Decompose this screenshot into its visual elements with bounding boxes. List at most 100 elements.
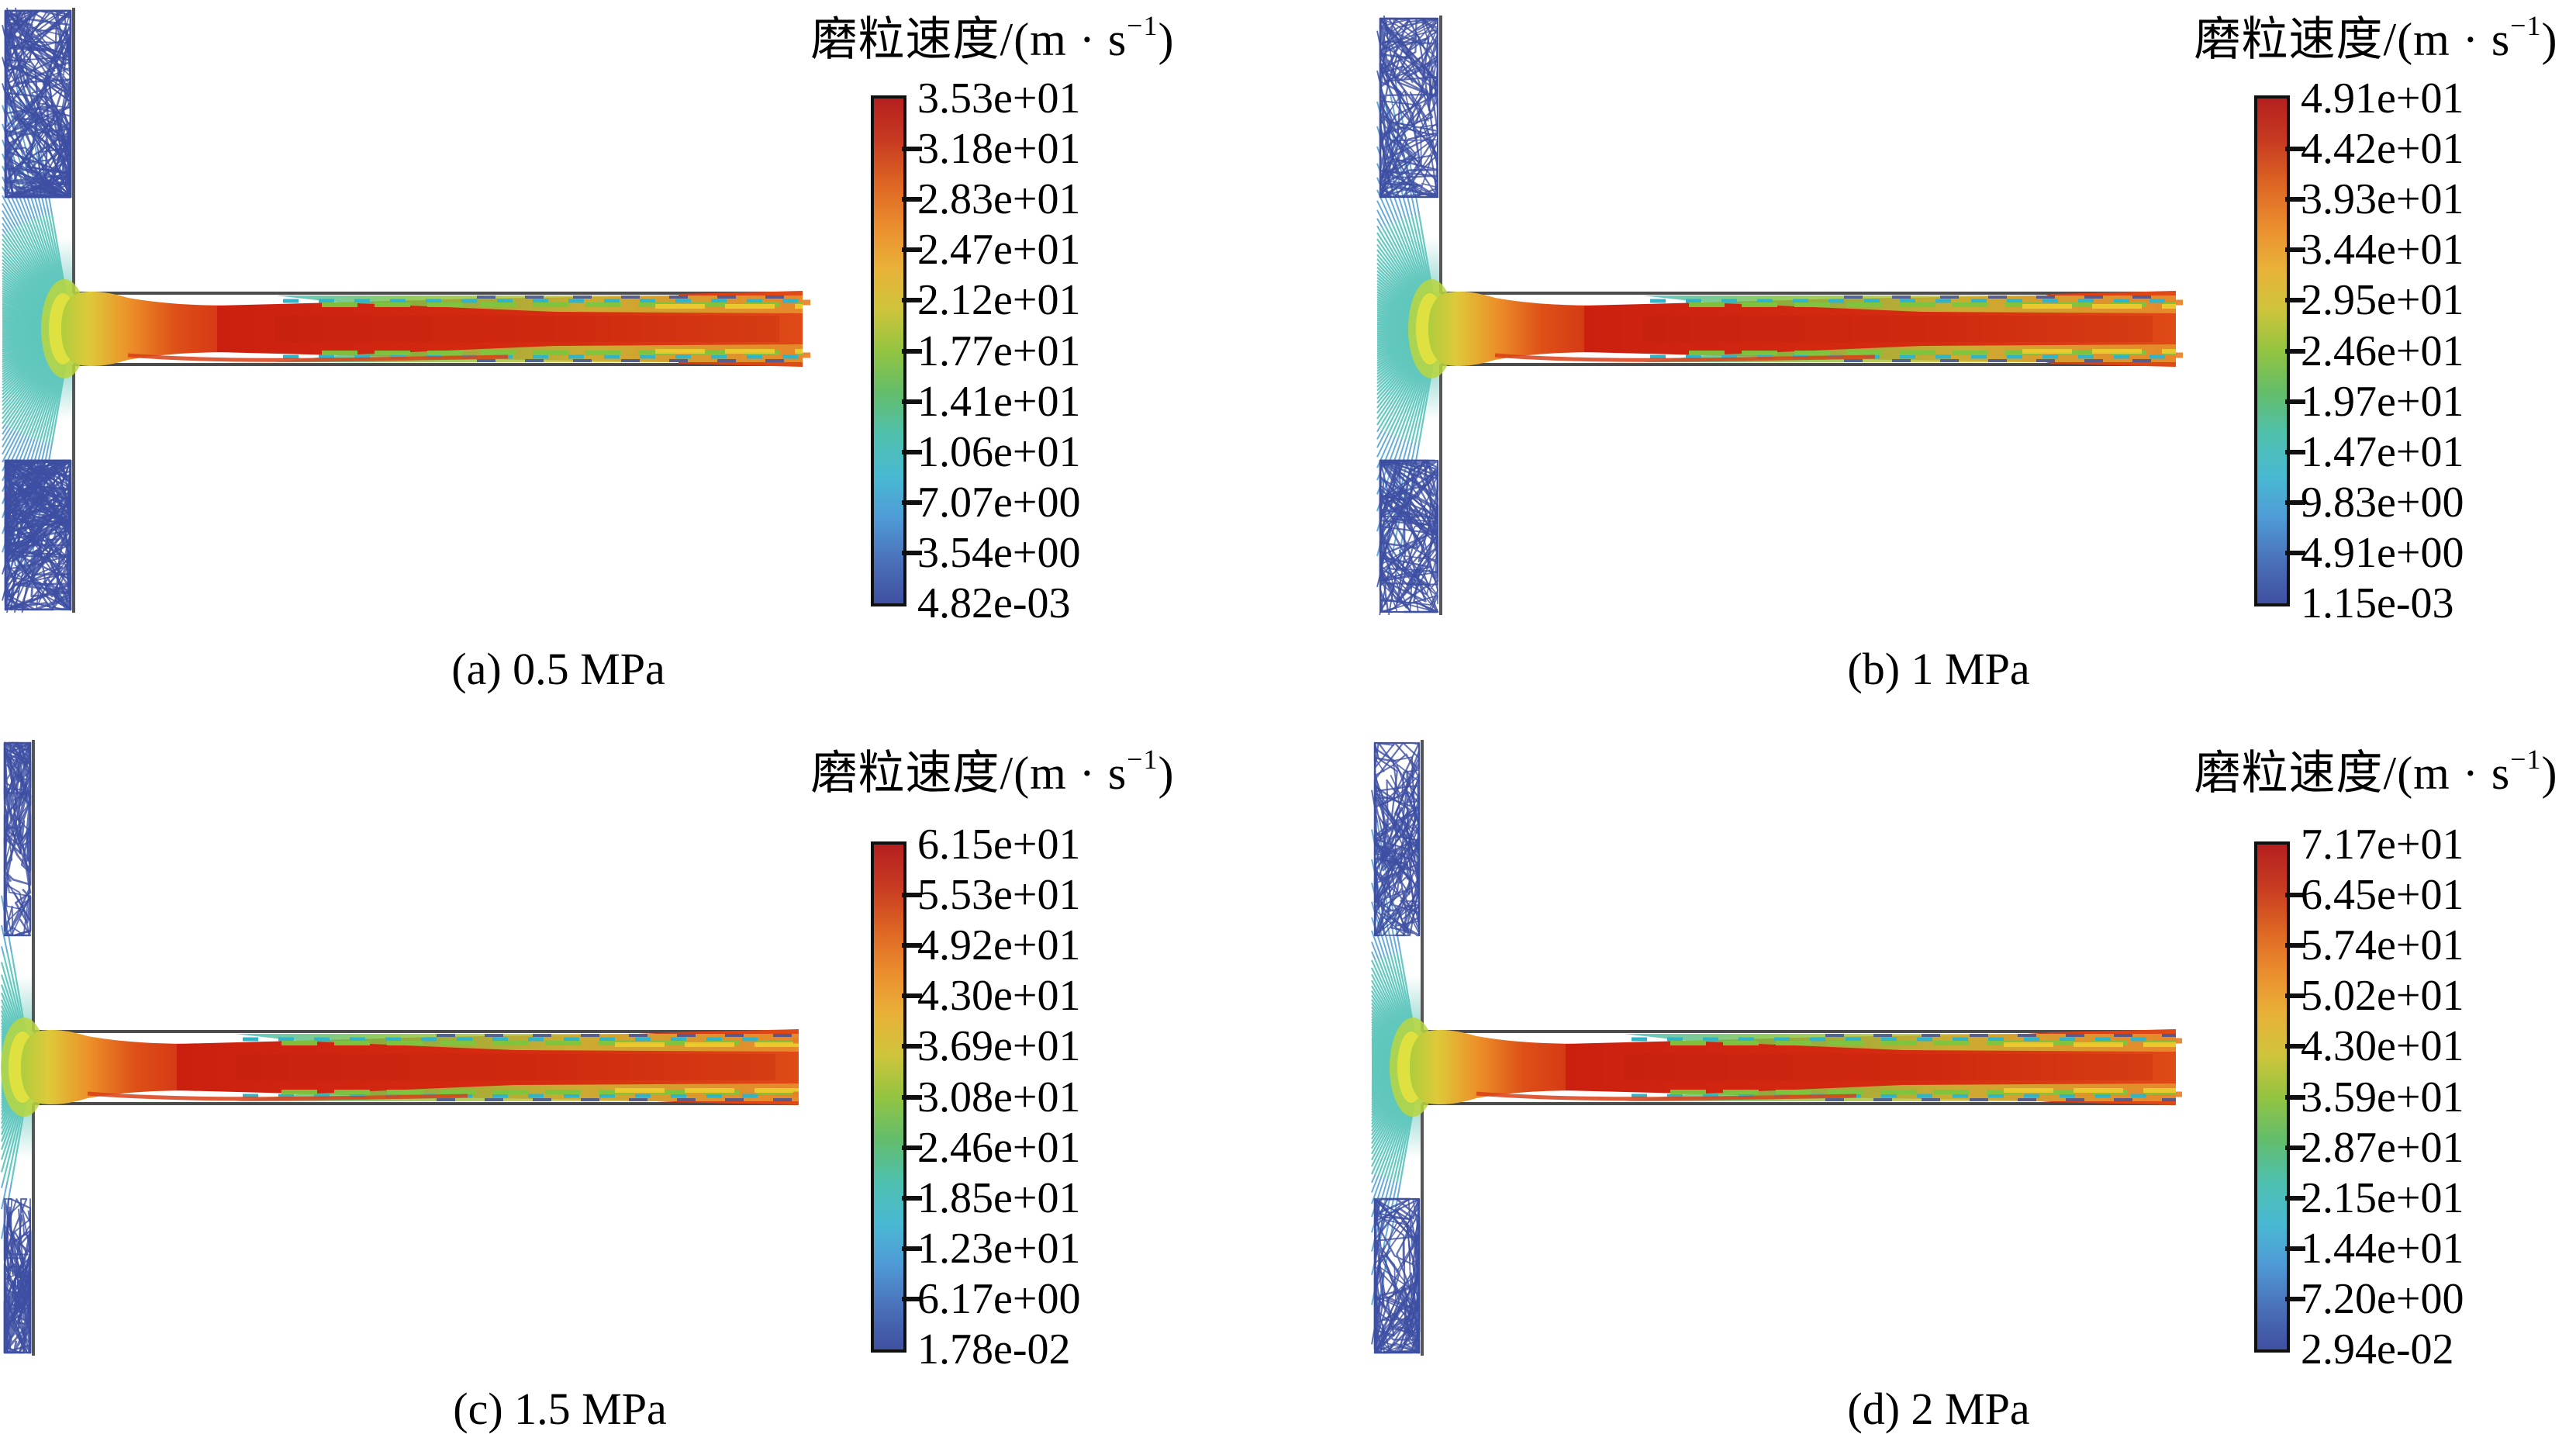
jet-mixing-layer-top bbox=[235, 1034, 799, 1052]
jet-stray-filament bbox=[87, 1091, 468, 1101]
colorbar-tick-mark bbox=[902, 147, 922, 152]
jet-mixing-layer-top bbox=[275, 295, 810, 313]
colorbar-tick-label: 3.18e+01 bbox=[917, 125, 1081, 174]
colorbar-tick-label: 5.02e+01 bbox=[2301, 972, 2464, 1021]
jet-mixing-layer-top bbox=[1624, 1034, 2182, 1052]
channel-walls bbox=[1422, 1030, 2176, 1105]
colorbar-tick-label: 6.17e+00 bbox=[917, 1274, 1081, 1323]
colorbar-title-close: ) bbox=[1158, 748, 1175, 799]
colorbar-tick-mark bbox=[902, 399, 922, 404]
colorbar-tick-mark bbox=[2285, 197, 2305, 202]
colorbar-tick-mark bbox=[2285, 1094, 2305, 1100]
colorbar-tick-label: 3.53e+01 bbox=[917, 74, 1081, 123]
colorbar-tick-mark bbox=[2285, 348, 2305, 354]
jet-mixing-layer-top bbox=[1642, 295, 2183, 313]
colorbar-tick-label: 1.44e+01 bbox=[2301, 1224, 2464, 1273]
colorbar-tick-mark bbox=[902, 197, 922, 202]
colorbar-tick-mark bbox=[902, 348, 922, 354]
colorbar-tick-label: 3.44e+01 bbox=[2301, 226, 2464, 275]
colorbar-tick-mark bbox=[902, 943, 922, 949]
colorbar-tick-label: 1.47e+01 bbox=[2301, 427, 2464, 476]
colorbar-title-close: ) bbox=[2541, 748, 2558, 799]
colorbar-tick-label: 1.97e+01 bbox=[2301, 377, 2464, 426]
panel-caption-d: (d) 2 MPa bbox=[1847, 1384, 2030, 1434]
colorbar-tick-label: 9.83e+00 bbox=[2301, 478, 2464, 527]
colorbar-tick-label: 5.53e+01 bbox=[917, 871, 1081, 920]
colorbar-tick-mark bbox=[902, 550, 922, 555]
colorbar-tick-label: 6.45e+01 bbox=[2301, 871, 2464, 920]
reservoir-recirculation-tangles bbox=[1379, 17, 1439, 613]
colorbar-tick-mark bbox=[902, 1246, 922, 1251]
nozzle-entrance-jet bbox=[1390, 1018, 1585, 1117]
colorbar-title-text: 磨粒速度/(m · s bbox=[810, 748, 1127, 799]
colorbar-tick-label: 3.54e+00 bbox=[917, 528, 1081, 577]
colorbar-tick-mark bbox=[2285, 550, 2305, 555]
colorbar-tick-label: 7.20e+00 bbox=[2301, 1274, 2464, 1323]
colorbar-tick-mark bbox=[2285, 147, 2305, 152]
colorbar-tick-label: 2.47e+01 bbox=[917, 226, 1081, 275]
colorbar-tick-mark bbox=[902, 499, 922, 505]
colorbar-tick-label: 1.15e-03 bbox=[2301, 579, 2454, 627]
colorbar-tick-label: 2.94e-02 bbox=[2301, 1325, 2454, 1374]
colorbar-tick-mark bbox=[902, 1145, 922, 1150]
colorbar-title-text: 磨粒速度/(m · s bbox=[2194, 748, 2511, 799]
colorbar-tick-mark bbox=[2285, 893, 2305, 898]
colorbar-tick-label: 3.59e+01 bbox=[2301, 1073, 2464, 1121]
reservoir-recirculation-tangles bbox=[3, 741, 32, 1354]
colorbar-tick-mark bbox=[2285, 1044, 2305, 1049]
jet-stray-filament bbox=[127, 353, 509, 362]
colorbar-tick-mark bbox=[902, 449, 922, 454]
colorbar-tick-label: 6.15e+01 bbox=[917, 821, 1081, 869]
colorbar-tick-label: 3.93e+01 bbox=[2301, 175, 2464, 224]
colorbar-tick-label: 2.46e+01 bbox=[2301, 327, 2464, 375]
flow-field-panel-a bbox=[2, 7, 810, 613]
colorbar-tick-label: 1.23e+01 bbox=[917, 1224, 1081, 1273]
panel-caption-a: (a) 0.5 MPa bbox=[451, 644, 665, 694]
panel-caption-c: (c) 1.5 MPa bbox=[453, 1384, 667, 1434]
colorbar-tick-mark bbox=[902, 298, 922, 303]
colorbar-tick-label: 4.91e+00 bbox=[2301, 528, 2464, 577]
colorbar-title-text: 磨粒速度/(m · s bbox=[810, 14, 1127, 65]
colorbar-tick-mark bbox=[902, 247, 922, 253]
colorbar-tick-mark bbox=[902, 1044, 922, 1049]
colorbar-tick-mark bbox=[2285, 1246, 2305, 1251]
colorbar-tick-label: 2.15e+01 bbox=[2301, 1173, 2464, 1222]
colorbar-title-text: 磨粒速度/(m · s bbox=[2194, 14, 2511, 65]
colorbar-title-b: 磨粒速度/(m · s−1) bbox=[2194, 2, 2558, 69]
panel-caption-b: (b) 1 MPa bbox=[1847, 644, 2030, 694]
jet-stray-filament bbox=[1476, 1091, 1857, 1101]
colorbar-tick-label: 7.07e+00 bbox=[917, 478, 1081, 527]
colorbar-tick-label: 5.74e+01 bbox=[2301, 921, 2464, 970]
nozzle-entrance-jet bbox=[1, 1018, 196, 1117]
colorbar-title-superscript: −1 bbox=[1127, 744, 1159, 775]
colorbar-title-superscript: −1 bbox=[2510, 744, 2542, 775]
colorbar-tick-label: 3.08e+01 bbox=[917, 1073, 1081, 1121]
colorbar-tick-label: 1.77e+01 bbox=[917, 327, 1081, 375]
flow-field-panel-c bbox=[0, 740, 799, 1356]
colorbar-tick-label: 1.85e+01 bbox=[917, 1173, 1081, 1222]
colorbar-tick-label: 1.06e+01 bbox=[917, 427, 1081, 476]
colorbar-tick-label: 2.83e+01 bbox=[917, 175, 1081, 224]
colorbar-title-superscript: −1 bbox=[1127, 10, 1159, 41]
colorbar-tick-label: 2.46e+01 bbox=[917, 1123, 1081, 1172]
colorbar-title-superscript: −1 bbox=[2510, 10, 2542, 41]
colorbar-tick-label: 4.92e+01 bbox=[917, 921, 1081, 970]
channel-walls bbox=[1441, 292, 2176, 366]
colorbar-tick-label: 4.42e+01 bbox=[2301, 125, 2464, 174]
colorbar-tick-mark bbox=[2285, 943, 2305, 949]
reservoir-recirculation-tangles bbox=[1373, 741, 1421, 1354]
channel-walls bbox=[74, 292, 803, 366]
colorbar-title-close: ) bbox=[1158, 14, 1175, 65]
colorbar-tick-mark bbox=[902, 993, 922, 999]
colorbar-tick-mark bbox=[2285, 1195, 2305, 1201]
colorbar-tick-mark bbox=[2285, 499, 2305, 505]
colorbar-tick-label: 1.78e-02 bbox=[917, 1325, 1071, 1374]
colorbar-tick-mark bbox=[902, 893, 922, 898]
colorbar-title-close: ) bbox=[2541, 14, 2558, 65]
colorbar-tick-mark bbox=[2285, 1296, 2305, 1301]
colorbar-tick-mark bbox=[902, 1296, 922, 1301]
colorbar-tick-label: 4.91e+01 bbox=[2301, 74, 2464, 123]
colorbar-tick-label: 2.87e+01 bbox=[2301, 1123, 2464, 1172]
reservoir-recirculation-tangles bbox=[4, 9, 72, 611]
colorbar-tick-mark bbox=[902, 1195, 922, 1201]
